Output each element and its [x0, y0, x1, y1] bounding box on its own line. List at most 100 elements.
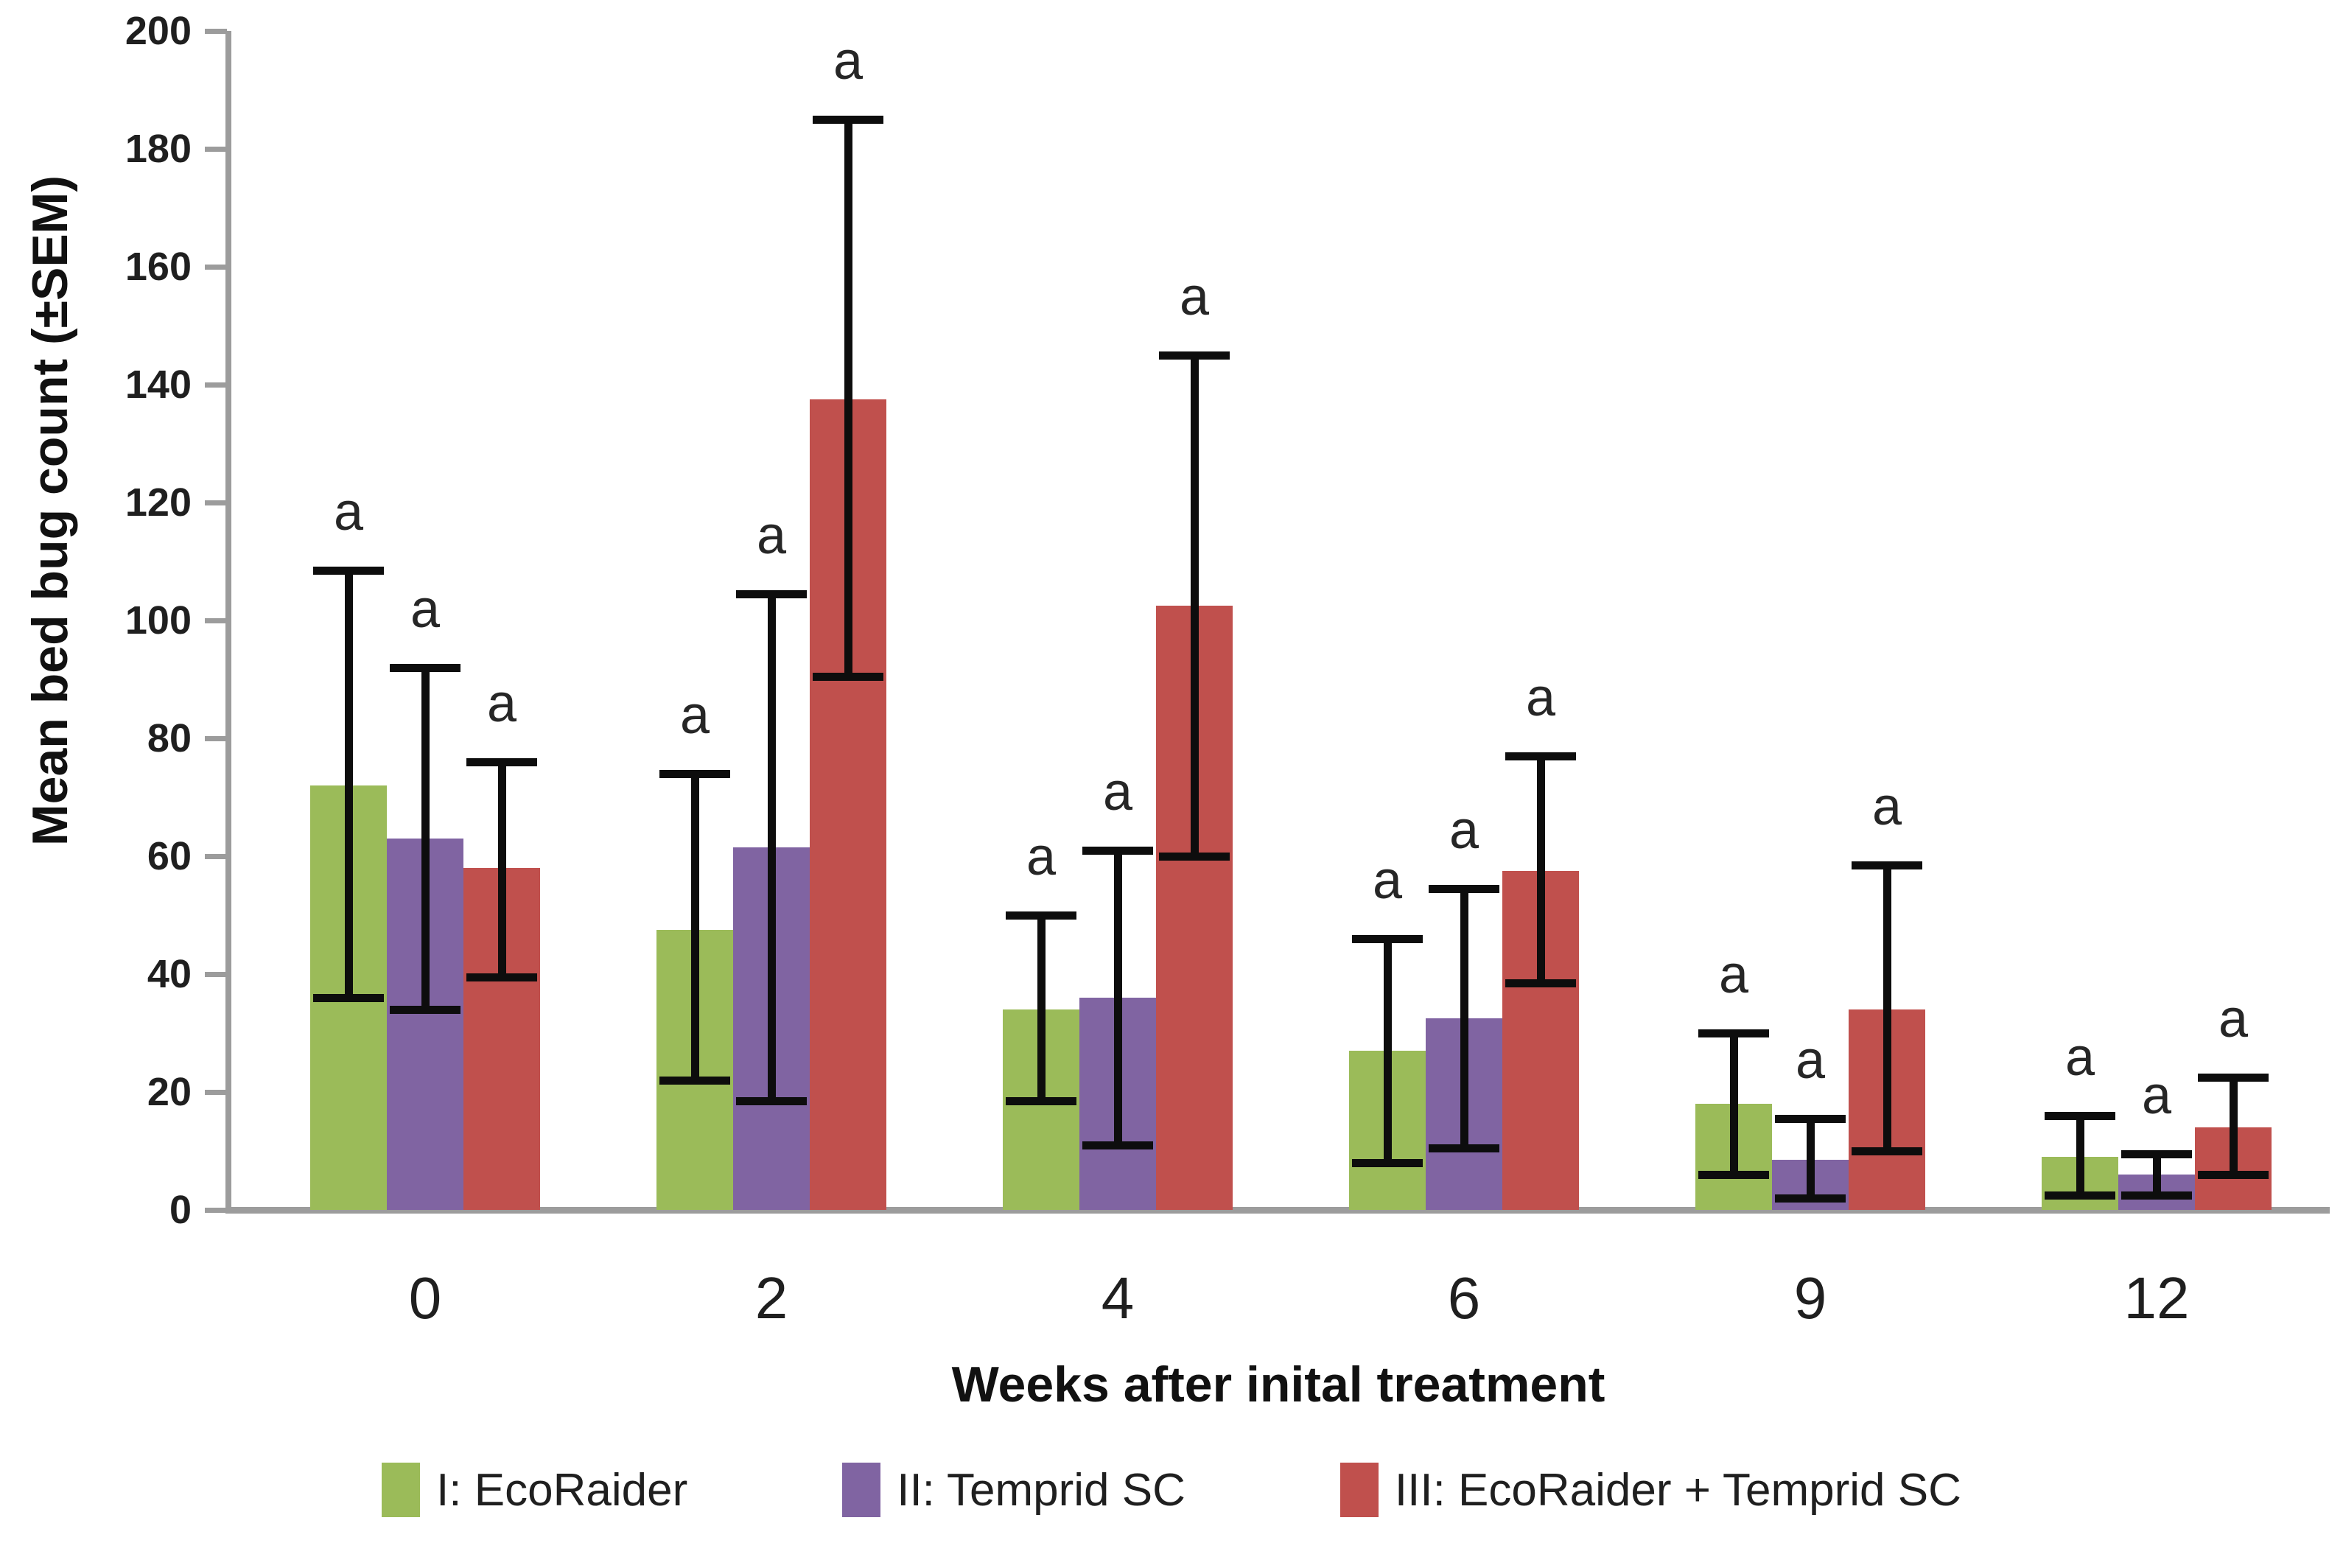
error-bar: [1536, 756, 1545, 983]
error-bar: [2229, 1077, 2238, 1175]
y-tick-label: 180: [125, 127, 192, 171]
y-tick-label: 40: [147, 952, 192, 996]
y-tick-mark: [205, 1090, 227, 1095]
error-bar: [1190, 355, 1199, 856]
legend-item: III: EcoRaider + Temprid SC: [1339, 1463, 1961, 1517]
error-bar-cap: [390, 1005, 460, 1014]
significance-label: a: [2218, 990, 2249, 1049]
error-bar: [344, 570, 353, 998]
significance-label: a: [756, 506, 787, 565]
error-bar-cap: [1775, 1114, 1846, 1123]
error-bar-cap: [313, 993, 384, 1002]
error-bar-cap: [466, 973, 537, 981]
error-bar: [767, 594, 776, 1101]
y-tick-label: 200: [125, 9, 192, 53]
error-bar-cap: [2045, 1111, 2115, 1120]
y-axis-line: [225, 31, 231, 1214]
error-bar: [421, 668, 430, 1009]
error-bar-cap: [813, 672, 883, 681]
legend-swatch: [382, 1463, 421, 1517]
error-bar-cap: [1505, 979, 1576, 987]
error-bar-cap: [1082, 846, 1153, 855]
error-bar-cap: [1698, 1170, 1769, 1179]
error-bar-cap: [1698, 1029, 1769, 1037]
y-tick-label: 20: [147, 1070, 192, 1114]
y-tick-mark: [205, 29, 227, 34]
y-tick-mark: [205, 1208, 227, 1213]
error-bar-cap: [313, 566, 384, 575]
y-tick-label: 80: [147, 716, 192, 760]
y-tick-label: 120: [125, 480, 192, 525]
error-bar: [1460, 889, 1468, 1148]
error-bar-cap: [659, 1076, 730, 1085]
significance-label: a: [1718, 945, 1749, 1004]
y-tick-mark: [205, 972, 227, 977]
error-bar: [2152, 1154, 2161, 1195]
error-bar-cap: [2121, 1191, 2192, 1200]
legend-item: I: EcoRaider: [382, 1463, 687, 1517]
x-tick-label: 0: [408, 1265, 442, 1331]
significance-label: a: [1372, 851, 1403, 910]
legend-swatch: [1339, 1463, 1379, 1517]
significance-label: a: [486, 674, 517, 733]
legend-label: II: Temprid SC: [897, 1464, 1185, 1516]
error-bar-cap: [1082, 1141, 1153, 1149]
x-tick-label: 12: [2123, 1265, 2190, 1331]
error-bar: [844, 119, 852, 676]
error-bar-cap: [2045, 1191, 2115, 1200]
y-tick-mark: [205, 854, 227, 859]
error-bar: [497, 762, 506, 977]
error-bar-cap: [466, 757, 537, 766]
significance-label: a: [410, 580, 441, 639]
legend-swatch: [842, 1463, 881, 1517]
y-tick-mark: [205, 500, 227, 505]
error-bar-cap: [736, 1096, 807, 1105]
significance-label: a: [333, 483, 364, 542]
x-axis-line: [225, 1207, 2330, 1214]
significance-label: a: [1525, 668, 1556, 727]
x-tick-label: 2: [754, 1265, 788, 1331]
error-bar-cap: [1775, 1194, 1846, 1203]
y-tick-mark: [205, 736, 227, 741]
legend-label: I: EcoRaider: [436, 1464, 688, 1516]
error-bar-cap: [2121, 1149, 2192, 1158]
error-bar-cap: [659, 769, 730, 778]
error-bar-cap: [1429, 1144, 1499, 1152]
error-bar-cap: [1006, 911, 1076, 920]
error-bar-cap: [813, 115, 883, 124]
significance-label: a: [833, 32, 864, 91]
legend: I: EcoRaider II: Temprid SC III: EcoRaider…: [0, 1463, 2343, 1517]
x-tick-label: 9: [1793, 1265, 1827, 1331]
y-tick-mark: [205, 382, 227, 388]
y-tick-label: 140: [125, 363, 192, 407]
y-tick-mark: [205, 618, 227, 623]
x-tick-label: 6: [1447, 1265, 1481, 1331]
significance-label: a: [1449, 801, 1479, 860]
error-bar-cap: [1852, 1147, 1922, 1155]
error-bar-cap: [1505, 752, 1576, 760]
error-bar: [1383, 939, 1392, 1163]
y-axis-title: Mean bed bug count (±SEM): [22, 175, 78, 846]
error-bar-cap: [2198, 1170, 2269, 1179]
error-bar-cap: [390, 663, 460, 672]
legend-label: III: EcoRaider + Temprid SC: [1394, 1464, 1961, 1516]
error-bar: [1729, 1033, 1738, 1175]
error-bar-cap: [1852, 861, 1922, 869]
error-bar: [690, 774, 699, 1080]
significance-label: a: [1179, 267, 1210, 326]
error-bar: [1037, 915, 1046, 1101]
significance-label: a: [2064, 1028, 2095, 1087]
significance-label: a: [1102, 763, 1133, 822]
x-axis-title: Weeks after inital treatment: [951, 1357, 1605, 1413]
significance-label: a: [1871, 777, 1902, 836]
error-bar: [1883, 865, 1891, 1151]
error-bar-cap: [1159, 852, 1230, 861]
error-bar: [1113, 850, 1122, 1145]
error-bar: [1806, 1119, 1815, 1198]
significance-label: a: [679, 686, 710, 745]
error-bar-cap: [2198, 1073, 2269, 1082]
y-tick-label: 0: [169, 1188, 192, 1232]
y-tick-label: 160: [125, 245, 192, 289]
error-bar-cap: [1429, 884, 1499, 893]
